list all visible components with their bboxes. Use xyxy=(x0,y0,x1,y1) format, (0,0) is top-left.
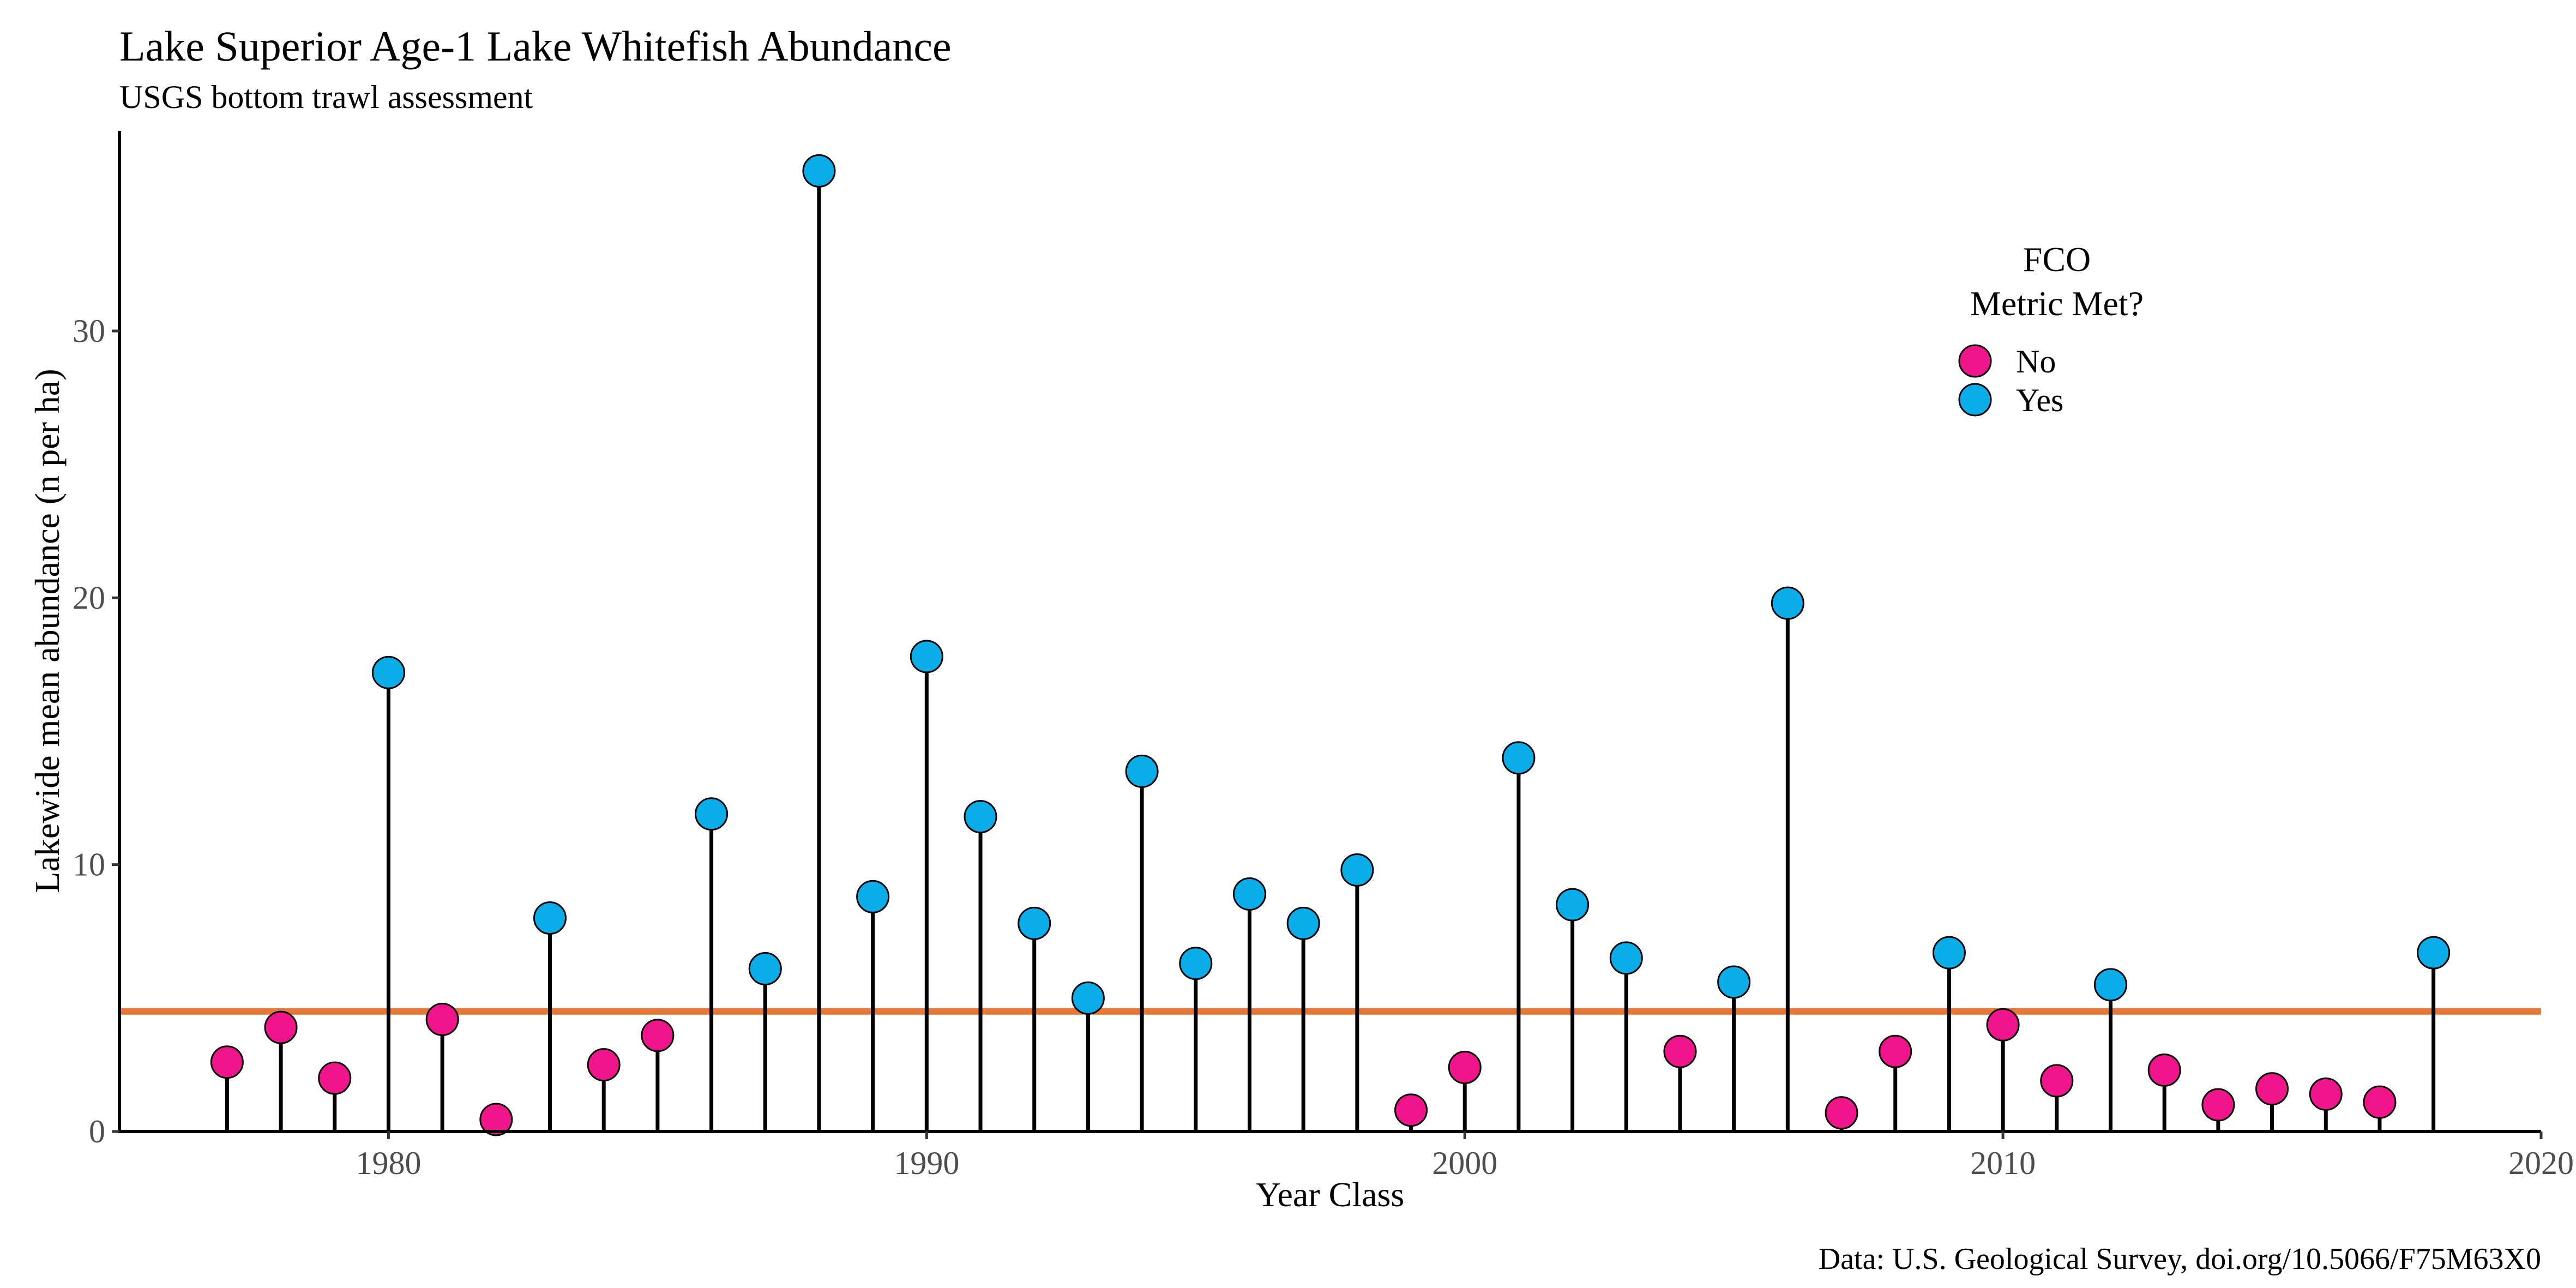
point-1977 xyxy=(210,1045,244,1079)
point-1993 xyxy=(1071,981,1105,1015)
point-1990 xyxy=(910,640,943,673)
point-2010 xyxy=(1986,1008,2020,1042)
legend-key-no xyxy=(1958,344,1992,378)
point-1998 xyxy=(1340,853,1374,887)
point-1987 xyxy=(748,952,782,986)
point-1995 xyxy=(1179,947,1213,980)
chart-title: Lake Superior Age-1 Lake Whitefish Abund… xyxy=(119,22,952,70)
legend-key-yes xyxy=(1958,383,1992,417)
y-tick-label-0: 0 xyxy=(89,1114,105,1149)
point-1978 xyxy=(264,1010,298,1044)
chart-subtitle: USGS bottom trawl assessment xyxy=(119,79,533,115)
point-1983 xyxy=(533,901,567,935)
point-1991 xyxy=(964,800,997,834)
point-2003 xyxy=(1609,941,1643,975)
data-source-caption: Data: U.S. Geological Survey, doi.org/10… xyxy=(1819,1242,2541,1276)
point-2001 xyxy=(1502,741,1536,775)
x-axis-ticks: 1980 1990 2000 2010 2020 xyxy=(356,1131,2574,1181)
y-tick-label-20: 20 xyxy=(73,580,105,616)
x-tick-label-2010: 2010 xyxy=(1970,1145,2036,1181)
x-tick-label-1990: 1990 xyxy=(894,1145,959,1181)
point-2008 xyxy=(1879,1034,1912,1068)
point-2005 xyxy=(1717,965,1751,999)
x-axis-title: Year Class xyxy=(1256,1175,1405,1214)
point-2000 xyxy=(1448,1051,1482,1085)
point-1985 xyxy=(641,1019,675,1052)
legend-label-yes: Yes xyxy=(2016,382,2063,418)
legend: FCO Metric Met? No Yes xyxy=(1958,240,2144,418)
point-2002 xyxy=(1556,888,1590,922)
stems-layer xyxy=(225,171,2436,1131)
point-1999 xyxy=(1394,1093,1428,1127)
point-2017 xyxy=(2363,1085,2397,1119)
y-axis-ticks: 0 10 20 30 xyxy=(73,313,119,1149)
point-1979 xyxy=(318,1061,352,1095)
point-2014 xyxy=(2201,1088,2235,1122)
point-1982 xyxy=(479,1103,513,1136)
point-2007 xyxy=(1825,1096,1858,1130)
point-1992 xyxy=(1018,906,1051,940)
legend-label-no: No xyxy=(2016,344,2056,380)
point-2015 xyxy=(2255,1072,2289,1106)
legend-title-line-1: FCO xyxy=(2023,240,2091,279)
points-layer xyxy=(210,154,2451,1136)
point-1988 xyxy=(802,154,836,188)
point-2016 xyxy=(2309,1077,2343,1111)
y-axis-title: Lakewide mean abundance (n per ha) xyxy=(28,369,67,893)
x-tick-label-1980: 1980 xyxy=(356,1145,421,1181)
point-2009 xyxy=(1932,936,1966,970)
point-1997 xyxy=(1286,906,1320,940)
point-1996 xyxy=(1232,877,1266,911)
point-1981 xyxy=(425,1002,459,1036)
point-2011 xyxy=(2040,1064,2074,1098)
legend-title-line-2: Metric Met? xyxy=(1970,284,2144,323)
y-tick-label-10: 10 xyxy=(73,847,105,883)
point-2013 xyxy=(2147,1053,2181,1087)
x-tick-label-2020: 2020 xyxy=(2508,1145,2574,1181)
y-tick-label-30: 30 xyxy=(73,313,105,349)
point-2004 xyxy=(1663,1034,1697,1068)
point-2012 xyxy=(2093,968,2127,1002)
point-1980 xyxy=(371,655,405,689)
point-1984 xyxy=(587,1048,621,1082)
point-1986 xyxy=(695,797,729,831)
point-1994 xyxy=(1125,754,1159,788)
point-1989 xyxy=(856,880,890,913)
point-2006 xyxy=(1771,586,1804,620)
x-tick-label-2000: 2000 xyxy=(1432,1145,1497,1181)
point-2018 xyxy=(2417,936,2451,970)
